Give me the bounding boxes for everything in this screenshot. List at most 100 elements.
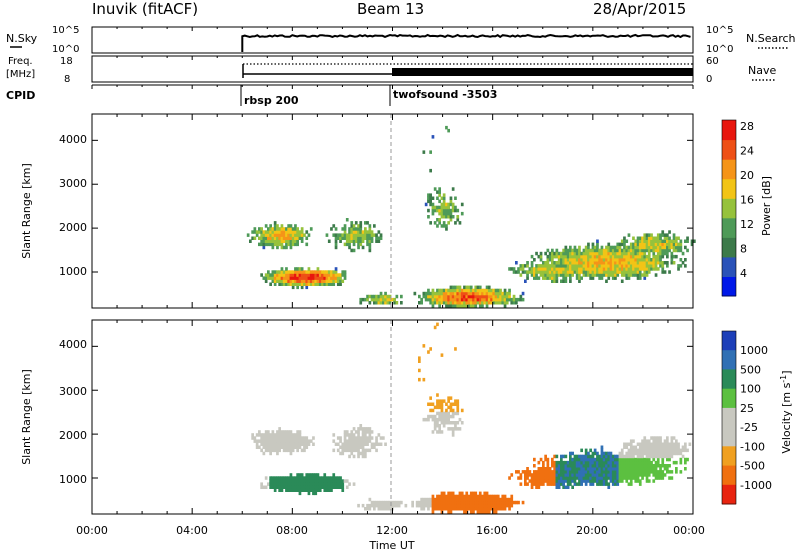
velocity-cell [580, 470, 583, 474]
velocity-cell [499, 507, 502, 511]
power-cell [602, 270, 606, 274]
velocity-cell [323, 476, 327, 480]
power-cell [564, 254, 568, 259]
velocity-cell [623, 457, 626, 462]
power-cell [327, 276, 331, 280]
power-cell [614, 273, 617, 277]
velocity-cell [465, 503, 469, 508]
power-cell [282, 282, 286, 286]
power-cell [589, 248, 592, 253]
velocity-cell [607, 482, 611, 486]
power-cell [467, 294, 471, 299]
velocity-cell [632, 476, 635, 480]
velocity-cell [255, 439, 259, 443]
power-cell [605, 279, 608, 283]
power-cell [578, 273, 581, 277]
velocity-cell [352, 448, 356, 453]
velocity-cell [431, 430, 435, 434]
power-cell [562, 270, 565, 274]
velocity-cell [422, 497, 426, 502]
power-cell [481, 304, 484, 308]
velocity-cell [510, 500, 514, 505]
velocity-cell [684, 442, 687, 446]
power-cell [629, 242, 633, 247]
velocity-cell [578, 473, 581, 477]
velocity-cell [596, 476, 599, 480]
velocity-cell [587, 470, 590, 474]
velocity-cell [605, 457, 608, 462]
velocity-cell [596, 460, 599, 465]
power-cell [634, 273, 638, 277]
velocity-cell [271, 479, 275, 483]
velocity-cell [280, 433, 284, 437]
power-cell [582, 261, 586, 265]
power-cell [373, 224, 376, 228]
velocity-cell [645, 470, 649, 474]
power-cell [656, 251, 660, 256]
power-cell [327, 282, 331, 286]
velocity-cell [300, 488, 304, 492]
velocity-cell [589, 479, 592, 483]
velocity-cell [345, 448, 349, 453]
velocity-cell [271, 430, 275, 434]
velocity-cell [463, 497, 466, 502]
power-cell [368, 230, 372, 234]
velocity-cell [650, 436, 653, 440]
velocity-cell [666, 448, 669, 453]
velocity-cell [494, 503, 498, 508]
power-cell [654, 248, 658, 253]
velocity-cell [460, 421, 464, 425]
velocity-cell [273, 476, 277, 480]
velocity-cell [546, 476, 550, 480]
velocity-cell [436, 507, 439, 511]
power-cell [530, 267, 534, 271]
velocity-cell [596, 473, 599, 477]
velocity-cell [602, 460, 606, 465]
velocity-cell [474, 507, 478, 511]
power-cell [666, 233, 669, 237]
power-cell [600, 245, 604, 250]
velocity-cell [278, 445, 281, 449]
velocity-cell [334, 485, 338, 489]
velocity-cell [298, 485, 302, 489]
velocity-cell [614, 482, 617, 486]
power-cell [593, 245, 597, 250]
power-cell [264, 224, 268, 228]
velocity-cell [364, 451, 367, 456]
velocity-cell [373, 507, 376, 511]
power-cell [584, 273, 588, 277]
power-cell [652, 242, 656, 247]
velocity-cell [294, 482, 297, 486]
power-cell [530, 270, 534, 274]
velocity-cell [557, 467, 561, 471]
velocity-cell [467, 507, 471, 511]
power-cell [487, 301, 491, 305]
velocity-cell [688, 442, 692, 446]
power-cell [287, 279, 290, 283]
velocity-cell [330, 488, 333, 492]
velocity-cell [375, 436, 378, 440]
velocity-cell [476, 507, 480, 511]
power-cell [262, 239, 266, 243]
power-cell [560, 270, 563, 274]
power-colorbar-color-7 [722, 139, 736, 160]
velocity-cell [456, 503, 460, 508]
velocity-cell [276, 436, 279, 440]
velocity-cell [555, 470, 559, 474]
power-cell [291, 236, 295, 240]
power-cell [575, 261, 579, 265]
velocity-cell [264, 476, 268, 480]
velocity-cell [582, 479, 586, 483]
power-cell [332, 282, 336, 286]
power-cell [357, 236, 360, 240]
power-colorbar-color-5 [722, 178, 736, 199]
velocity-cell [524, 479, 527, 483]
power-cell [580, 251, 583, 256]
power-cell [656, 267, 660, 271]
power-cell [393, 301, 396, 305]
power-cell [458, 304, 462, 308]
velocity-colorbar-tick-5: -100 [740, 440, 765, 453]
power-cell [273, 279, 277, 283]
power-cell [643, 261, 647, 265]
power-cell [350, 236, 354, 240]
